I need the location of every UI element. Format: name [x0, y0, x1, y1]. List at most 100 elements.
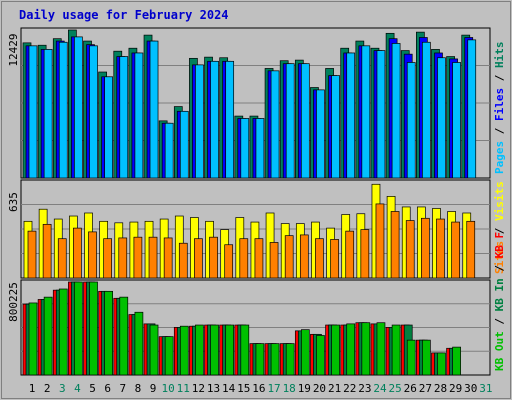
day-label: 6	[104, 382, 111, 395]
legend-hits-files-pages: Pages / Files / Hits	[493, 42, 506, 175]
bar-visits-sites-sites	[284, 235, 294, 279]
bar-hits-files-pages-pages	[119, 56, 129, 179]
bar-hits-files-pages-pages	[43, 49, 53, 179]
bar-hits-files-pages-pages	[28, 45, 38, 179]
bar-visits-sites-sites	[103, 238, 112, 279]
bar-hits-files-pages-pages	[149, 40, 159, 179]
bar-visits-sites-sites	[299, 234, 309, 279]
bar-kb-kb-out	[195, 324, 204, 376]
bar-visits-sites-sites	[178, 242, 188, 279]
bar-visits-sites-sites	[73, 227, 82, 279]
bar-kb-kb-out	[58, 288, 68, 376]
bar-hits-files-pages-pages	[134, 52, 144, 179]
day-label: 12	[192, 382, 205, 395]
bar-kb-kb-out	[437, 352, 446, 376]
day-label: 7	[119, 382, 126, 395]
legend-entry: Sites	[493, 241, 506, 274]
bar-hits-files-pages-pages	[89, 45, 98, 179]
legend-separator: /	[493, 258, 506, 278]
bar-hits-files-pages-pages	[225, 60, 235, 179]
day-label: 30	[464, 382, 477, 395]
day-label: 3	[59, 382, 66, 395]
day-label: 29	[449, 382, 462, 395]
legend-entry: Visits	[493, 181, 506, 221]
legend-separator: /	[493, 121, 506, 141]
day-label: 5	[89, 382, 96, 395]
bar-kb-kb-out	[28, 302, 38, 376]
bar-kb-kb-out	[331, 324, 340, 376]
day-label: 2	[44, 382, 51, 395]
bar-kb-kb-out	[391, 324, 401, 376]
day-label: 10	[162, 382, 175, 395]
bar-kb-kb-out	[452, 346, 461, 376]
bar-visits-sites-sites	[330, 239, 339, 279]
bar-visits-sites-sites	[148, 236, 158, 279]
bar-hits-files-pages-pages	[74, 36, 83, 179]
bar-visits-sites-sites	[269, 242, 279, 279]
bar-visits-sites-sites	[57, 238, 67, 279]
day-label: 22	[343, 382, 356, 395]
bar-visits-sites-sites	[209, 236, 218, 279]
bar-visits-sites-sites	[421, 217, 430, 279]
bar-kb-kb-out	[300, 329, 310, 376]
bar-kb-kb-out	[210, 324, 219, 376]
day-label: 11	[177, 382, 190, 395]
bar-visits-sites-sites	[436, 218, 445, 279]
bar-hits-files-pages-pages	[376, 50, 386, 179]
day-label: 21	[328, 382, 341, 395]
day-label: 18	[283, 382, 296, 395]
bar-visits-sites-sites	[27, 230, 37, 279]
bar-hits-files-pages-pages	[422, 41, 431, 179]
legend-entry: KB F	[493, 232, 506, 259]
bar-kb-kb-out	[225, 324, 235, 376]
bar-visits-sites-sites	[345, 230, 355, 279]
bar-visits-sites-sites	[254, 238, 264, 279]
bar-kb-kb-out	[285, 343, 295, 376]
bar-kb-kb-out	[376, 322, 386, 376]
ymax-label-hits-files-pages: 12429	[7, 33, 20, 66]
bar-kb-kb-out	[346, 323, 356, 376]
bar-hits-files-pages-pages	[331, 75, 340, 179]
bar-kb-kb-out	[240, 324, 250, 376]
day-label: 24	[373, 382, 387, 395]
bar-hits-files-pages-pages	[104, 76, 113, 179]
day-label: 4	[74, 382, 81, 395]
bar-kb-kb-out	[149, 324, 159, 376]
bar-hits-files-pages-pages	[270, 70, 280, 179]
bar-kb-kb-out	[89, 281, 98, 376]
day-label: 27	[419, 382, 432, 395]
bar-hits-files-pages-pages	[361, 45, 371, 179]
bar-hits-files-pages-pages	[391, 43, 401, 179]
bar-kb-kb-out	[119, 296, 129, 376]
bar-hits-files-pages-pages	[195, 64, 204, 179]
bar-kb-kb-out	[74, 281, 83, 376]
day-label: 15	[237, 382, 250, 395]
day-label: 17	[267, 382, 280, 395]
bar-hits-files-pages-pages	[179, 110, 189, 179]
day-label: 26	[404, 382, 417, 395]
bar-kb-kb-out	[179, 325, 189, 376]
bar-kb-kb-out	[422, 339, 431, 376]
day-label: 23	[358, 382, 371, 395]
day-label: 28	[434, 382, 447, 395]
bar-kb-kb-out	[361, 322, 371, 376]
bar-visits-sites-sites	[42, 223, 52, 279]
bar-visits-sites-sites	[88, 231, 97, 279]
bar-visits-sites-sites	[133, 236, 143, 279]
day-label: 13	[207, 382, 220, 395]
day-label: 25	[388, 382, 401, 395]
legend-entry: Files	[493, 88, 506, 121]
ymax-label-visits-sites: 635	[7, 192, 20, 212]
ymax-label-kb: 800225	[7, 282, 20, 322]
bar-hits-files-pages-pages	[467, 39, 477, 179]
legend-entry: Hits	[493, 42, 506, 69]
bar-visits-sites-sites	[163, 237, 173, 279]
legend-entry: KB In	[493, 278, 506, 311]
day-label: 31	[479, 382, 492, 395]
day-label: 9	[150, 382, 157, 395]
bar-visits-sites-sites	[360, 229, 370, 279]
bar-visits-sites-sites	[239, 238, 249, 279]
bar-kb-kb-out	[270, 343, 280, 376]
